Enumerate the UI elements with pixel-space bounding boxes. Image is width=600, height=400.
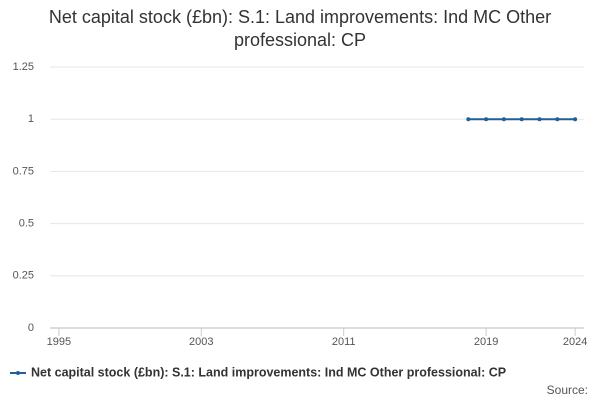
x-tick-label: 2011 <box>332 336 356 348</box>
x-tick-label: 2024 <box>563 336 587 348</box>
x-tick-label: 2003 <box>189 336 213 348</box>
legend-marker <box>16 371 20 375</box>
point <box>573 117 578 122</box>
legend-label: Net capital stock (£bn): S.1: Land impro… <box>31 365 506 379</box>
x-tick-label: 2019 <box>474 336 498 348</box>
chart-title: Net capital stock (£bn): S.1: Land impro… <box>48 7 552 50</box>
point <box>501 117 506 122</box>
x-tick-label: 1995 <box>47 336 71 348</box>
point <box>555 117 560 122</box>
y-tick-label: 0.5 <box>19 218 34 230</box>
y-tick-label: 0 <box>28 322 34 334</box>
point <box>537 117 542 122</box>
source-label: Source: <box>547 383 588 397</box>
y-tick-label: 1.25 <box>13 61 34 73</box>
y-tick-label: 1 <box>28 113 34 125</box>
y-tick-label: 0.75 <box>13 165 34 177</box>
point <box>519 117 524 122</box>
point <box>466 117 471 122</box>
y-tick-label: 0.25 <box>13 270 34 282</box>
point <box>484 117 489 122</box>
